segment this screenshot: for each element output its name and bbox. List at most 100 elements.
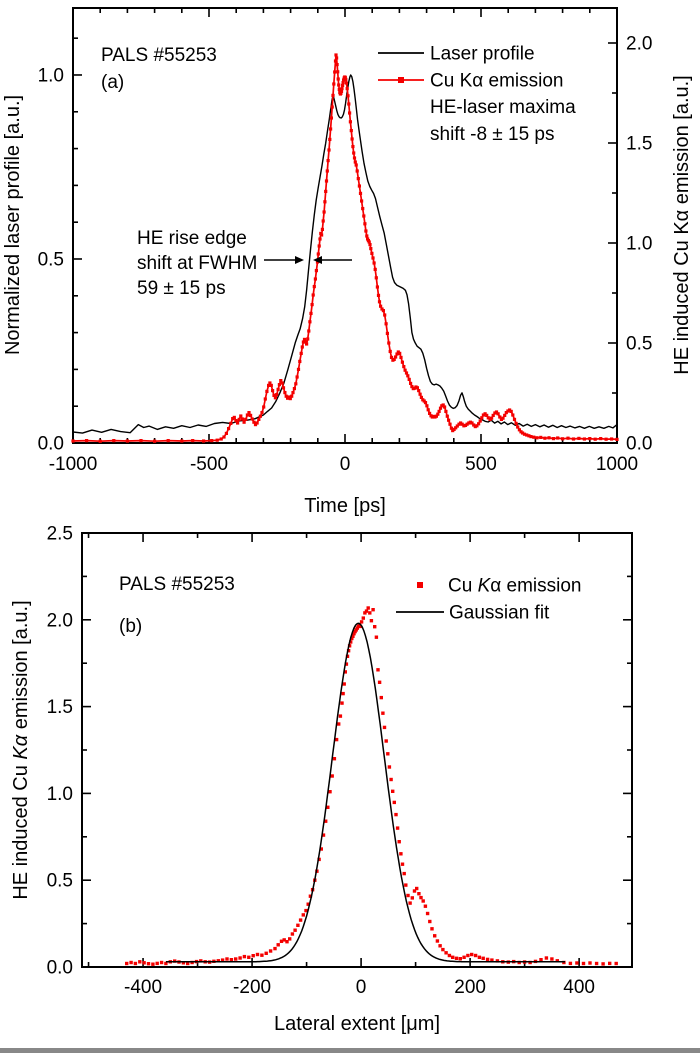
cu-k-emission-marker (349, 129, 353, 133)
cu-k-emission-marker (245, 413, 249, 417)
cu-k-emission-marker (262, 405, 266, 409)
legend-note-line: shift -8 ± 15 ps (430, 124, 554, 145)
cu-k-emission-marker (337, 722, 341, 726)
cu-k-emission-marker (142, 961, 146, 965)
cu-k-emission-marker (374, 635, 379, 639)
cu-k-emission-marker (330, 774, 334, 778)
cu-k-emission-marker (288, 937, 292, 941)
cu-k-emission-marker (481, 413, 485, 417)
cu-k-emission-marker (454, 426, 458, 430)
cu-k-emission-marker (281, 386, 286, 390)
cu-k-emission-marker (377, 300, 382, 304)
laser-profile-line (72, 74, 618, 434)
cu-k-emission-marker (447, 418, 451, 422)
cu-k-emission-marker (267, 383, 271, 387)
cu-k-emission-marker (350, 636, 354, 641)
cu-k-emission-marker (425, 404, 429, 408)
cu-k-emission-marker (406, 374, 410, 378)
cu-k-emission-marker (328, 790, 332, 794)
cu-k-emission-marker (277, 383, 281, 387)
cu-k-emission-marker (284, 394, 288, 398)
cu-k-emission-marker (425, 911, 430, 916)
cu-k-emission-marker (478, 419, 482, 423)
cu-k-emission-marker (398, 351, 402, 355)
cu-k-emission-marker (304, 340, 308, 344)
cu-k-emission-marker (335, 63, 339, 67)
cu-k-emission-marker (604, 437, 608, 441)
cu-k-emission-marker (129, 960, 133, 965)
cu-k-emission-marker (443, 405, 447, 409)
cu-k-emission-marker (354, 628, 358, 632)
cu-k-emission-marker (466, 953, 470, 958)
cu-k-emission-marker (191, 439, 195, 443)
cu-k-emission-marker (247, 955, 251, 959)
cu-k-emission-marker (238, 956, 242, 960)
cu-k-emission-marker (343, 75, 347, 79)
cu-k-emission-marker (544, 956, 549, 960)
y-left-axis-title: HE induced Cu Kα emission [a.u.] (10, 600, 32, 899)
cu-k-emission-marker (447, 953, 452, 958)
cu-k-emission-marker (475, 424, 479, 428)
cu-k-emission-marker (222, 435, 226, 439)
cu-k-emission-marker (332, 757, 337, 761)
cu-k-emission-marker (362, 214, 366, 218)
cu-k-emission-marker (314, 269, 318, 273)
cu-k-emission-marker (341, 83, 345, 87)
cu-k-emission-marker (339, 91, 343, 95)
panel-a: -1000 -500 0 500 10000.00.51.00.00.51.01.52.… (2, 7, 693, 517)
cu-k-emission-marker (404, 883, 408, 887)
cu-k-emission-marker (333, 70, 337, 74)
cu-k-emission-marker (125, 439, 129, 443)
cu-k-emission-marker (501, 416, 505, 420)
cu-k-emission-marker (360, 199, 364, 203)
cu-k-emission-marker (229, 958, 234, 962)
cu-k-emission-marker (364, 229, 368, 233)
cu-k-emission-marker (321, 833, 326, 837)
cu-k-emission-marker (336, 77, 340, 81)
cu-k-emission-marker (291, 391, 295, 395)
cu-k-emission-marker (236, 421, 240, 425)
x-axis-title: Lateral extent [μm] (274, 1013, 440, 1035)
cu-k-emission-marker (392, 800, 396, 805)
cu-k-emission-marker (296, 923, 300, 927)
cu-k-emission-marker (568, 961, 573, 966)
cu-k-emission-marker (486, 416, 490, 420)
cu-k-emission-marker (279, 379, 283, 383)
cu-k-emission-marker (601, 962, 605, 966)
cu-k-emission-marker (419, 895, 423, 900)
cu-k-emission-marker (344, 77, 348, 81)
cu-k-emission-marker (581, 961, 586, 966)
cu-k-emission-marker (610, 437, 614, 441)
cu-k-emission-marker (251, 954, 255, 958)
cu-k-emission-marker (458, 957, 462, 961)
cu-k-emission-marker (384, 322, 388, 326)
y-right-tick-label: 0.5 (626, 334, 652, 355)
cu-k-emission-marker (547, 436, 551, 440)
cu-k-emission-marker (383, 313, 387, 317)
x-axis-tick-label: 200 (454, 977, 486, 998)
cu-k-emission-marker (344, 662, 349, 666)
cu-k-emission-marker (181, 961, 186, 965)
y-right-tick-label: 1.0 (626, 234, 652, 255)
cu-k-emission-marker (359, 620, 364, 624)
cu-k-emission-marker (556, 436, 560, 440)
cu-k-emission-marker (375, 285, 379, 289)
cu-k-emission-marker (358, 624, 363, 629)
cu-k-emission-marker (309, 311, 313, 315)
cu-k-emission-marker (376, 293, 381, 297)
cu-k-emission-marker (151, 962, 155, 966)
cu-k-emission-marker (272, 393, 276, 397)
cu-k-emission-marker (319, 847, 323, 851)
cu-k-emission-marker (490, 416, 494, 420)
cu-k-emission-marker (599, 437, 603, 441)
annotation-line: HE rise edge (137, 228, 247, 249)
x-axis-tick-label: 400 (563, 977, 595, 998)
y-right-axis-title: HE induced Cu Kα emission [a.u.] (671, 75, 693, 374)
cu-k-emission-marker (588, 437, 592, 441)
cu-k-emission-marker (255, 421, 259, 425)
cu-k-emission-marker (385, 331, 389, 335)
cu-k-emission-marker (402, 365, 406, 369)
cu-k-emission-marker (361, 207, 365, 211)
cu-k-emission-marker (417, 389, 421, 393)
